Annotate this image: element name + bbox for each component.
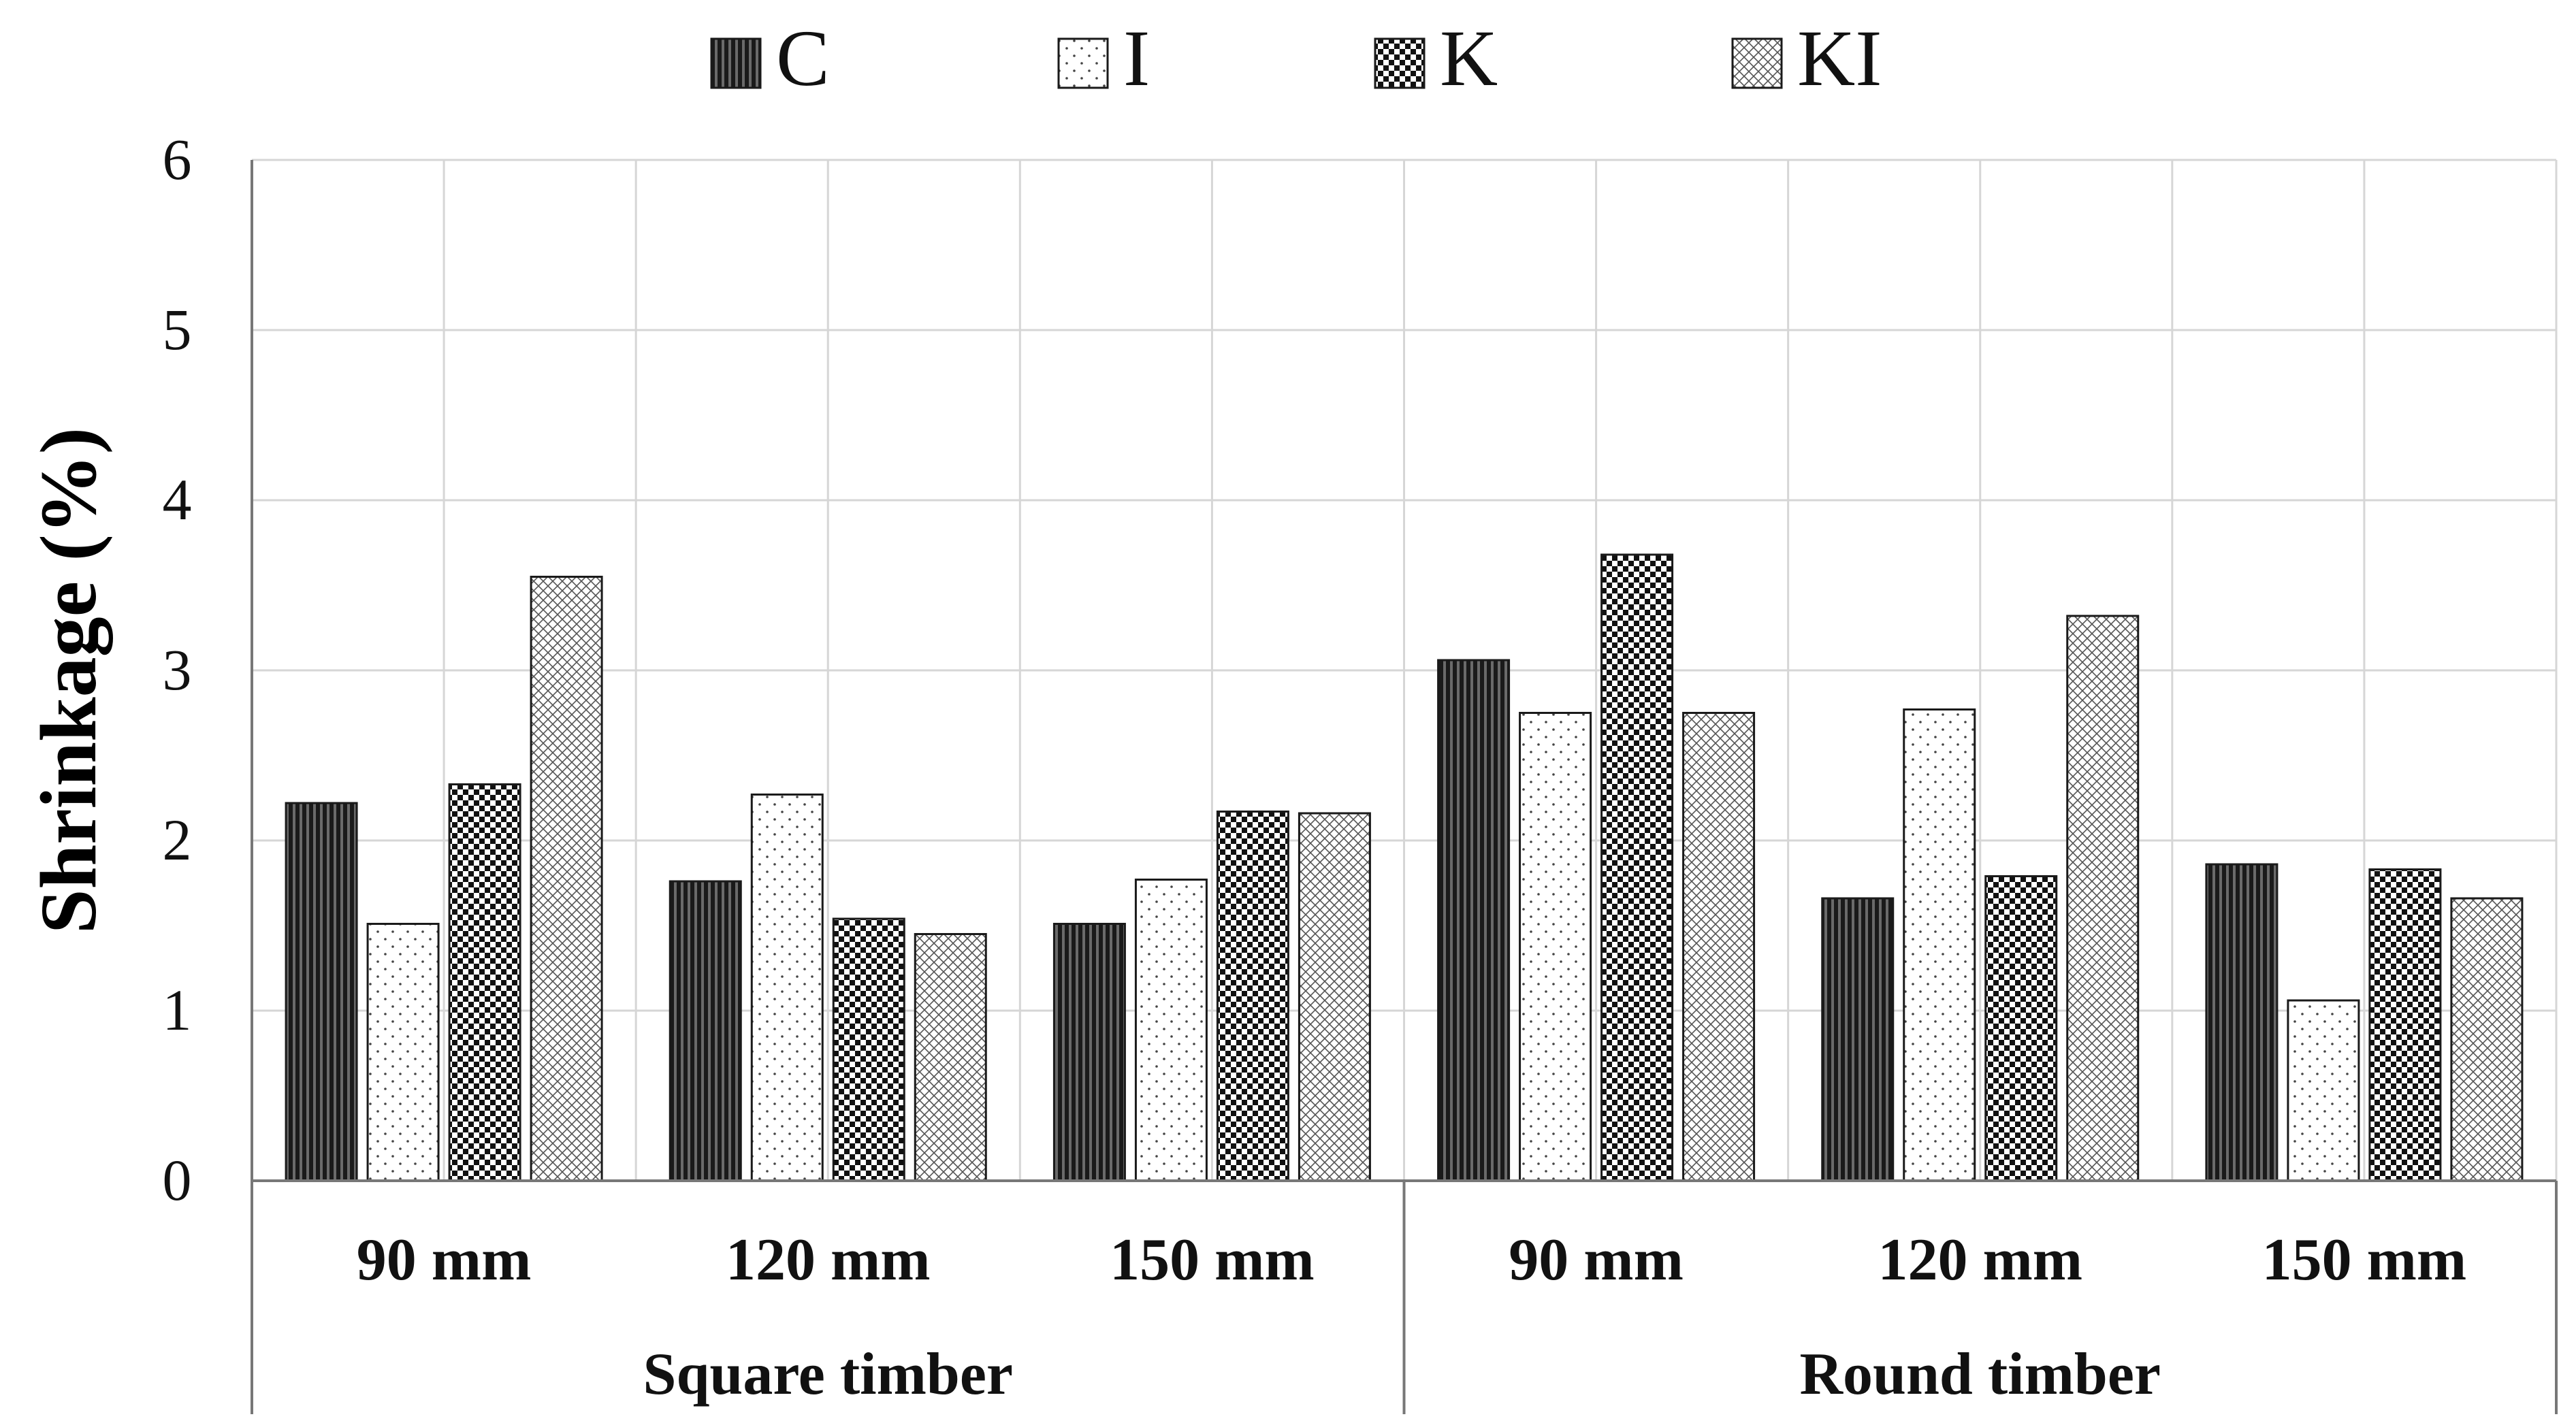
- legend-swatch-i: [1057, 37, 1109, 89]
- x-group-label: Round timber: [1800, 1341, 2161, 1407]
- bar-c-2: [669, 880, 742, 1182]
- bar-i-3: [1134, 879, 1208, 1182]
- x-category-label: 150 mm: [1110, 1227, 1315, 1293]
- bar-k-5: [1984, 875, 2058, 1182]
- legend-swatch-ki: [1731, 37, 1783, 89]
- bar-c-5: [1821, 897, 1895, 1182]
- y-tick-label: 0: [163, 1147, 192, 1213]
- legend-swatch-k: [1374, 37, 1426, 89]
- y-tick-labels: 0 1 2 3 4 5 6: [163, 127, 192, 1213]
- x-group-label: Square timber: [643, 1341, 1013, 1407]
- bar-k-1: [448, 783, 521, 1182]
- x-group-labels: Square timber Round timber: [643, 1341, 2161, 1407]
- y-tick-label: 5: [163, 297, 192, 362]
- legend-label-ki: KI: [1797, 14, 1882, 103]
- bar-i-5: [1903, 708, 1976, 1182]
- bar-ki-4: [1682, 712, 1756, 1182]
- x-category-label: 150 mm: [2262, 1227, 2467, 1293]
- y-tick-label: 3: [163, 637, 192, 702]
- y-axis-label: Shrinkage (%): [24, 427, 113, 934]
- bar-ki-5: [2066, 615, 2140, 1182]
- legend-label-c: C: [776, 14, 830, 103]
- legend-label-k: K: [1440, 14, 1498, 103]
- y-tick-label: 6: [163, 127, 192, 192]
- bar-i-1: [366, 923, 440, 1182]
- x-category-labels: 90 mm 120 mm 150 mm 90 mm 120 mm 150 mm: [357, 1227, 2466, 1293]
- y-tick-label: 2: [163, 807, 192, 872]
- bar-ki-2: [914, 933, 987, 1182]
- bar-k-2: [832, 917, 905, 1182]
- bar-i-6: [2287, 999, 2360, 1182]
- bar-k-6: [2368, 868, 2442, 1182]
- bar-k-4: [1600, 553, 1674, 1182]
- legend-swatch-c: [710, 37, 762, 89]
- bar-ki-6: [2450, 897, 2524, 1182]
- bars: [285, 553, 2524, 1182]
- grid-lines: [251, 159, 2558, 1181]
- bar-i-2: [750, 794, 824, 1182]
- legend-label-i: I: [1123, 14, 1150, 103]
- bar-k-3: [1216, 811, 1289, 1182]
- bar-i-4: [1519, 712, 1592, 1182]
- x-category-label: 120 mm: [1878, 1227, 2082, 1293]
- bar-ki-3: [1298, 812, 1371, 1182]
- bar-ki-1: [530, 576, 603, 1182]
- x-category-label: 90 mm: [1509, 1227, 1684, 1293]
- bar-c-4: [1437, 659, 1511, 1182]
- y-tick-label: 1: [163, 977, 192, 1043]
- bar-c-3: [1052, 923, 1126, 1182]
- legend: C I K KI: [710, 14, 1882, 103]
- x-category-label: 120 mm: [726, 1227, 931, 1293]
- x-category-label: 90 mm: [357, 1227, 532, 1293]
- y-tick-label: 4: [163, 467, 192, 532]
- axes: [251, 160, 2558, 1414]
- bar-c-1: [285, 802, 358, 1182]
- bar-c-6: [2205, 863, 2279, 1182]
